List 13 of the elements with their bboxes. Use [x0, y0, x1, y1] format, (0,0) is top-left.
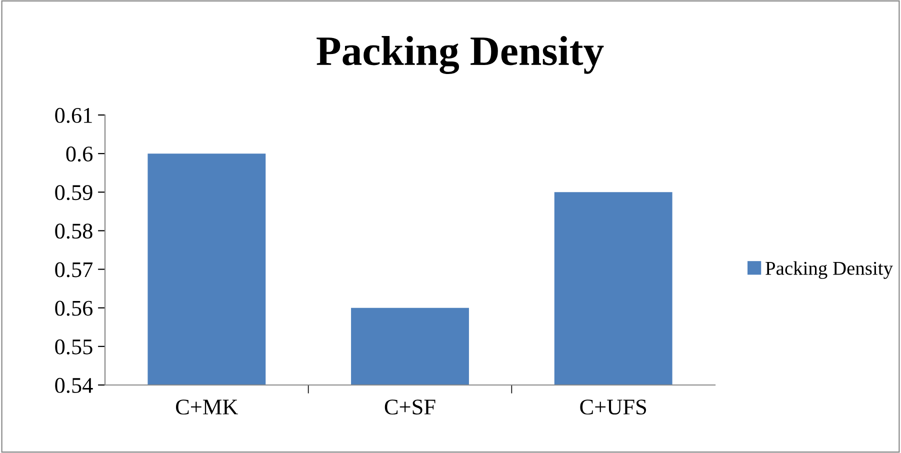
y-tick-label: 0.58 — [55, 224, 92, 239]
legend-label: Packing Density — [766, 261, 893, 279]
y-tick-label: 0.61 — [55, 108, 92, 124]
y-tick-label: 0.57 — [55, 262, 93, 278]
y-tick-label: 0.6 — [66, 146, 93, 162]
x-tick-label: C+SF — [384, 400, 436, 415]
y-tick-label: 0.56 — [55, 300, 93, 316]
y-tick-label: 0.59 — [55, 185, 92, 200]
x-tick-label: C+MK — [176, 400, 238, 415]
x-tick-label: C+UFS — [580, 400, 646, 415]
y-tick-label: 0.55 — [55, 339, 92, 354]
y-tick-label: 0.54 — [55, 378, 93, 394]
chart-title: Packing Density — [316, 36, 604, 74]
